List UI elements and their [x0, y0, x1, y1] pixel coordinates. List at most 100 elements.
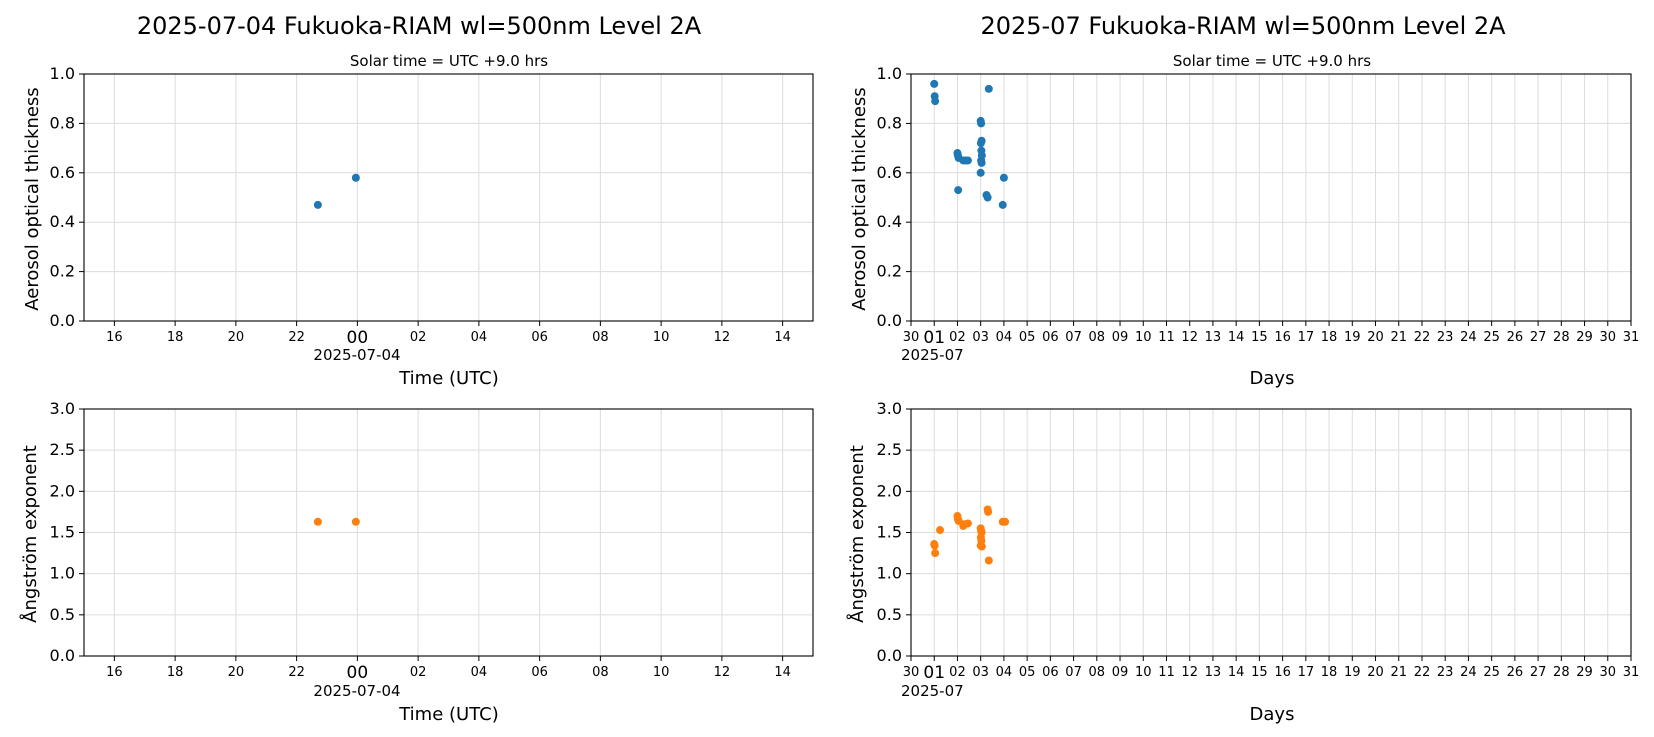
x-tick-label: 10 [653, 330, 670, 345]
y-tick-label: 0.0 [50, 646, 75, 665]
x-tick-label: 18 [167, 665, 184, 680]
y-tick-label: 2.0 [877, 481, 902, 500]
y-tick-label: 0.0 [877, 646, 902, 665]
x-axis-label: Time (UTC) [398, 368, 499, 389]
y-tick-label: 1.0 [877, 64, 902, 83]
x-axis-label: Days [1250, 368, 1295, 389]
x-tick-label: 01 [923, 328, 945, 348]
x-tick-label: 20 [1367, 330, 1384, 345]
y-axis-label: Aerosol optical thickness [22, 87, 43, 310]
x-tick-label: 13 [1205, 665, 1222, 680]
x-tick-label: 07 [1065, 665, 1082, 680]
x-tick-label: 25 [1483, 330, 1500, 345]
x-tick-label: 05 [1019, 330, 1036, 345]
y-tick-label: 1.0 [50, 64, 75, 83]
y-tick-label: 0.2 [50, 262, 75, 281]
y-tick-label: 2.0 [50, 481, 75, 500]
x-tick-label: 06 [531, 330, 548, 345]
x-tick-label: 06 [1042, 330, 1059, 345]
x-axis-label: Time (UTC) [398, 704, 499, 725]
data-point [999, 173, 1008, 182]
x-tick-label: 15 [1251, 330, 1268, 345]
plot-area: 16 18 20 22 00 02 04 06 08 10 12 14 0.0 0.5 1.0 1.5 2.0 2… [50, 399, 814, 683]
x-tick-label: 20 [1367, 665, 1384, 680]
x-tick-label: 07 [1065, 330, 1082, 345]
y-tick-label: 3.0 [50, 399, 75, 418]
data-point [984, 507, 993, 516]
x-tick-label: 21 [1390, 330, 1407, 345]
x-tick-label: 30 [903, 665, 920, 680]
x-tick-label: 26 [1507, 330, 1524, 345]
y-tick-label: 0.8 [50, 113, 75, 132]
x-tick-label: 23 [1437, 665, 1454, 680]
x-tick-label: 22 [1414, 330, 1431, 345]
x-tick-label: 20 [228, 330, 245, 345]
x-tick-label: 30 [1600, 665, 1617, 680]
x-tick-label: 10 [653, 665, 670, 680]
y-tick-label: 0.6 [50, 163, 75, 182]
x-tick-label: 12 [1181, 665, 1198, 680]
x-tick-label: 22 [1414, 665, 1431, 680]
y-tick-label: 0.5 [50, 605, 75, 624]
x-tick-label: 30 [903, 330, 920, 345]
panel-monthly-angstrom: 30 01 02 03 04 05 06 07 08 09 10 11 12 13 14 15 16 17 18 19… [846, 399, 1639, 725]
x-tick-label: 12 [714, 665, 731, 680]
data-point [313, 200, 322, 209]
chart-title: 2025-07 Fukuoka-RIAM wl=500nm Level 2A [980, 12, 1506, 40]
x-tick-label: 04 [996, 330, 1013, 345]
x-tick-label: 28 [1553, 330, 1570, 345]
x-tick-label: 13 [1205, 330, 1222, 345]
data-point [977, 158, 986, 167]
y-tick-label: 0.6 [877, 163, 902, 182]
y-tick-label: 0.5 [877, 605, 902, 624]
y-tick-label: 1.5 [50, 523, 75, 542]
x-tick-label: 04 [471, 330, 488, 345]
x-tick-label: 11 [1158, 330, 1175, 345]
y-tick-label: 1.0 [50, 564, 75, 583]
data-point [930, 541, 939, 550]
data-point [963, 519, 972, 528]
x-tick-label: 17 [1298, 665, 1315, 680]
chart-title: 2025-07-04 Fukuoka-RIAM wl=500nm Level 2… [137, 12, 702, 40]
data-point [998, 200, 1007, 209]
x-tick-label: 00 [347, 328, 369, 348]
x-tick-label: 27 [1530, 665, 1547, 680]
x-tick-label: 08 [1089, 330, 1106, 345]
x-tick-label: 05 [1019, 665, 1036, 680]
x-offset-label: 2025-07-04 [313, 682, 400, 700]
x-tick-label: 14 [774, 665, 791, 680]
x-tick-label: 03 [972, 665, 989, 680]
data-point [984, 556, 993, 565]
y-tick-label: 0.0 [877, 311, 902, 330]
y-tick-label: 2.5 [50, 440, 75, 459]
data-point [313, 517, 322, 526]
data-point [931, 549, 940, 558]
x-tick-label: 18 [1321, 330, 1338, 345]
x-offset-label: 2025-07-04 [313, 346, 400, 364]
data-point [954, 186, 963, 195]
y-axis-label: Aerosol optical thickness [849, 87, 870, 310]
x-tick-label: 10 [1135, 665, 1152, 680]
x-tick-label: 18 [1321, 665, 1338, 680]
x-tick-label: 27 [1530, 330, 1547, 345]
x-tick-label: 12 [1181, 330, 1198, 345]
x-tick-label: 21 [1390, 665, 1407, 680]
x-tick-label: 17 [1298, 330, 1315, 345]
y-axis-label: Ångström exponent [846, 445, 868, 623]
x-tick-label: 30 [1600, 330, 1617, 345]
x-tick-label: 23 [1437, 330, 1454, 345]
x-tick-label: 14 [774, 330, 791, 345]
y-tick-label: 2.5 [877, 440, 902, 459]
y-tick-label: 0.8 [877, 113, 902, 132]
data-point [976, 168, 985, 177]
plot-area: 16 18 20 22 00 02 04 06 08 10 12 14 0.0 0.2 0.4 0.6 0.8 1… [50, 64, 814, 348]
x-tick-label: 29 [1576, 665, 1593, 680]
panel-daily-aot: 2025-07-04 Fukuoka-RIAM wl=500nm Level 2… [22, 12, 814, 389]
x-tick-label: 02 [410, 330, 427, 345]
x-tick-label: 12 [714, 330, 731, 345]
y-axis-label: Ångström exponent [19, 445, 41, 623]
data-point [936, 526, 945, 535]
x-axis-label: Days [1250, 704, 1295, 725]
x-tick-label: 25 [1483, 665, 1500, 680]
